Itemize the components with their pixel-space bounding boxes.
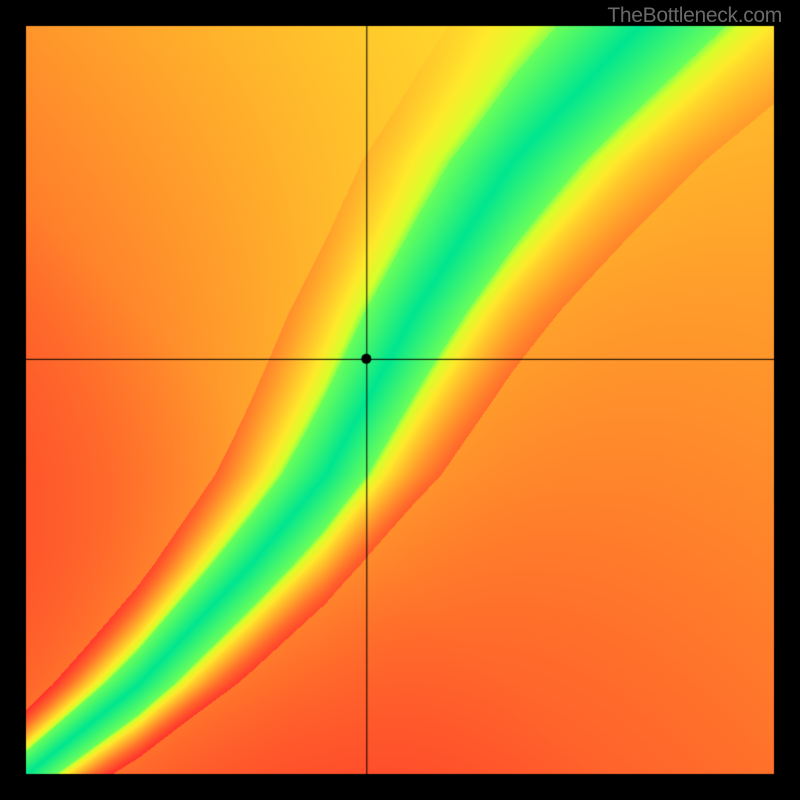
bottleneck-heatmap [0, 0, 800, 800]
watermark-text: TheBottleneck.com [607, 4, 782, 28]
chart-container: TheBottleneck.com [0, 0, 800, 800]
